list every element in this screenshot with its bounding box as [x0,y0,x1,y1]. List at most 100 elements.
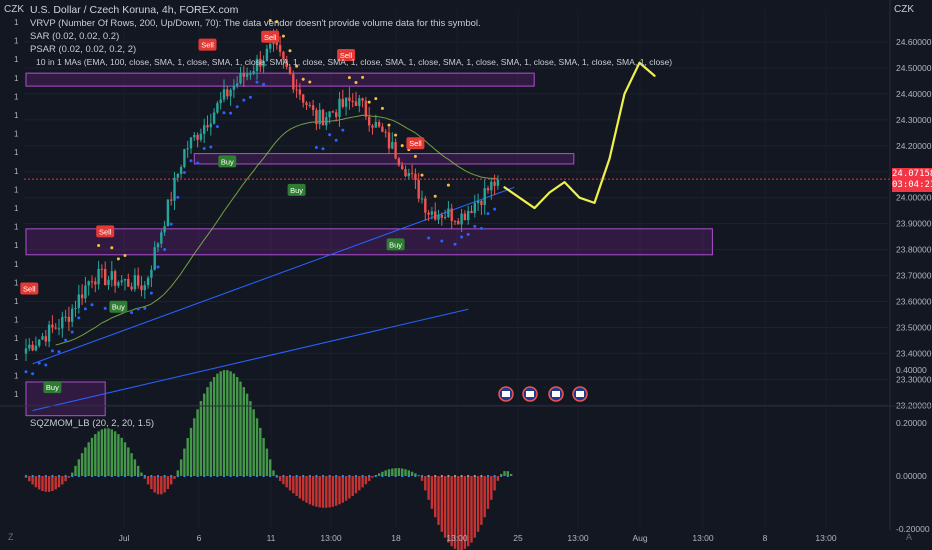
momentum-bar [219,371,222,476]
candle-body [407,173,410,177]
sell-signal: Sell [406,137,425,150]
candle-body [358,98,361,106]
candle-body [84,285,87,299]
symbol-title[interactable]: U.S. Dollar / Czech Koruna, 4h, FOREX.co… [30,4,239,16]
momentum-bar [506,471,509,476]
squeeze-dot [321,474,325,478]
event-flag [548,386,564,402]
candle-body [196,134,199,140]
candle-body [140,285,143,291]
candle-body [216,103,219,113]
timezone-icon[interactable]: Z [8,532,14,542]
y-tick-label: 23.70000 [896,271,932,281]
sell-signal: Sell [198,38,217,51]
squeeze-dot [38,474,41,478]
squeeze-dot [77,474,80,478]
left-axis-label: 1 [14,297,19,306]
momentum-bar [146,476,150,485]
indicator-sar[interactable]: SAR (0.02, 0.02, 0.2) [30,31,120,42]
left-axis-label: 1 [14,185,19,194]
candle-body [269,43,272,49]
candle-body [440,214,443,218]
signal-badge [406,137,425,150]
momentum-bar [199,401,203,476]
candle-body [170,199,173,201]
signal-badge [337,48,356,61]
momentum-bar [407,470,410,476]
auto-scale-icon[interactable]: A [906,532,913,542]
momentum-bar [173,476,176,479]
candle-body [331,111,335,113]
candle-body [341,98,344,107]
momentum-bar [364,476,368,485]
sar-dot [308,80,312,84]
sar-dot [466,232,470,236]
squeeze-dot [236,474,239,478]
indicator-vrvp[interactable]: VRVP (Number Of Rows, 200, Up/Down, 70):… [30,18,481,29]
squeeze-dot [90,474,94,478]
momentum-bar [242,387,245,476]
momentum-bar [437,476,440,525]
sar-dot [123,254,127,258]
osc-tick-label: 0.20000 [896,418,927,428]
flag-icon-inner [526,391,534,397]
sar-dot [295,64,299,68]
sar-dot [169,222,173,226]
left-axis-label: 1 [14,371,19,380]
event-flags [498,386,588,402]
x-tick-label: Aug [632,533,647,543]
candle-body [113,271,117,286]
momentum-bar [156,476,160,495]
candle-body [427,212,430,215]
momentum-bar [384,470,387,476]
left-axis-label: 1 [14,37,19,46]
squeeze-dot [150,474,153,478]
momentum-bar [414,473,417,476]
squeeze-dot [57,474,61,478]
candle-body [28,344,31,349]
candle-body [259,58,262,67]
buy-signal: Buy [386,238,405,251]
sar-dot [400,144,404,148]
sell-signal: Sell [20,282,39,295]
squeeze-dot [288,474,292,478]
left-axis-label: 1 [14,55,19,64]
momentum-bar [285,476,288,488]
squeeze-dot [110,474,113,478]
sar-dot [321,147,325,151]
momentum-bar [259,427,262,476]
squeeze-dot [420,474,424,478]
indicator-psar[interactable]: PSAR (0.02, 0.02, 0.2, 2) [30,44,137,55]
momentum-bar [163,476,166,493]
momentum-bar [417,475,420,477]
zone-rect [25,228,713,256]
squeeze-dot [24,474,28,478]
momentum-bar [84,447,87,476]
signal-label: Sell [409,139,422,148]
candle-body [199,133,203,140]
candle-body [460,213,463,225]
osc-tick-label: -0.20000 [896,524,930,534]
last-price-value: 24.07158 [892,169,932,179]
squeeze-dot [262,474,265,478]
squeeze-dot [97,474,100,478]
sar-dot [281,34,285,38]
indicator-mas[interactable]: 10 in 1 MAs (EMA, 100, close, SMA, 1, cl… [36,57,673,67]
momentum-bar [206,387,209,476]
currency-label-right: CZK [894,4,914,15]
signal-label: Buy [389,240,402,249]
oscillator-label[interactable]: SQZMOM_LB (20, 2, 20, 1.5) [30,418,155,429]
momentum-bar [232,373,236,476]
squeeze-dot [295,474,298,478]
signal-label: Sell [99,227,112,236]
candle-body [473,203,476,214]
candle-body [51,324,54,328]
x-tick-label: 13:00 [567,533,589,543]
candle-body [315,109,318,125]
candle-body [173,177,176,201]
signal-badge [198,38,217,51]
sar-dot [255,80,259,84]
flag-icon-inner [576,391,584,397]
x-tick-label: Jul [119,533,130,543]
